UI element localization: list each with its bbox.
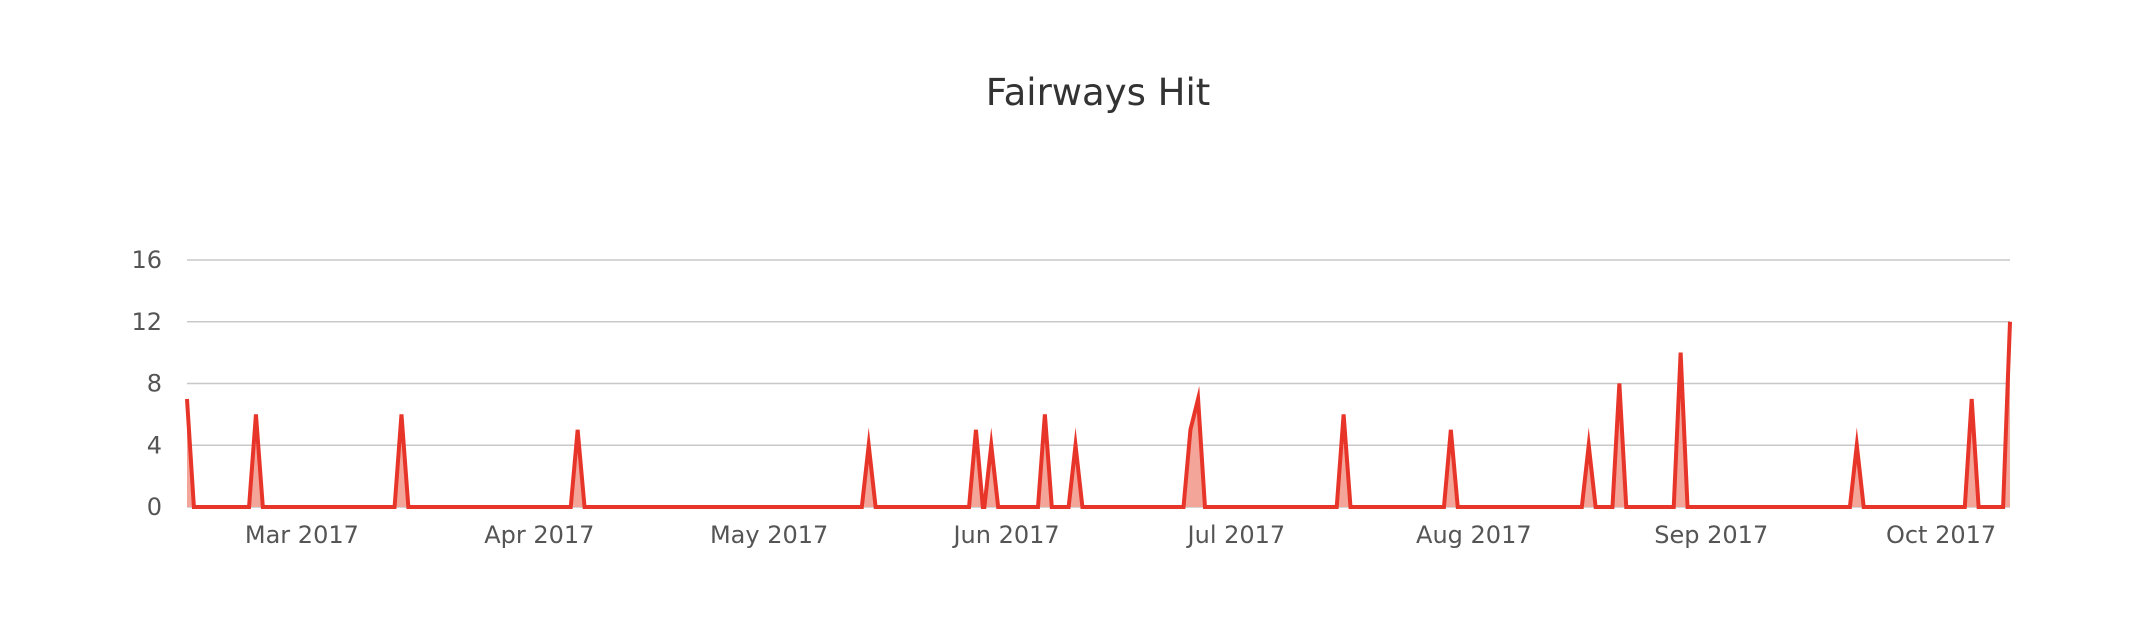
- data-point-18[interactable]: [2007, 319, 2013, 325]
- data-point-3[interactable]: [575, 427, 581, 433]
- y-tick-label: 8: [147, 370, 162, 398]
- y-tick-label: 16: [131, 246, 162, 274]
- series-area-fill: [187, 321, 2010, 507]
- data-point-12[interactable]: [1448, 427, 1454, 433]
- chart-title: Fairways Hit: [986, 71, 1211, 114]
- y-tick-label: 0: [147, 493, 162, 521]
- series-fairways: [184, 319, 2013, 509]
- data-point-13[interactable]: [1586, 442, 1592, 448]
- data-point-16[interactable]: [1854, 442, 1860, 448]
- data-point-4[interactable]: [866, 442, 872, 448]
- data-point-11[interactable]: [1341, 411, 1347, 417]
- series-line: [185, 321, 2012, 509]
- data-point-7[interactable]: [1042, 411, 1048, 417]
- x-axis-ticks: Mar 2017 Apr 2017 May 2017 Jun 2017 Jul 2017…: [245, 521, 1996, 549]
- x-tick-label: Apr 2017: [484, 521, 594, 549]
- x-tick-label: Mar 2017: [245, 521, 359, 549]
- x-tick-label: May 2017: [710, 521, 828, 549]
- data-point-15[interactable]: [1678, 350, 1684, 356]
- data-point-0[interactable]: [184, 396, 190, 402]
- x-tick-label: Oct 2017: [1886, 521, 1996, 549]
- data-point-5[interactable]: [973, 427, 979, 433]
- x-tick-label: Jul 2017: [1186, 521, 1286, 549]
- y-axis-ticks: 0 4 8 12 16: [131, 246, 162, 521]
- x-tick-label: Sep 2017: [1654, 521, 1768, 549]
- data-point-8[interactable]: [1073, 442, 1079, 448]
- y-tick-label: 12: [131, 308, 162, 336]
- x-tick-label: Jun 2017: [951, 521, 1059, 549]
- data-point-9[interactable]: [1187, 427, 1193, 433]
- data-point-10[interactable]: [1195, 396, 1201, 402]
- data-point-17[interactable]: [1969, 396, 1975, 402]
- data-point-6[interactable]: [988, 442, 994, 448]
- data-point-1[interactable]: [253, 411, 259, 417]
- y-tick-label: 4: [147, 431, 162, 459]
- gridlines: [187, 259, 2010, 508]
- data-point-2[interactable]: [398, 411, 404, 417]
- data-point-14[interactable]: [1616, 381, 1622, 387]
- x-tick-label: Aug 2017: [1416, 521, 1532, 549]
